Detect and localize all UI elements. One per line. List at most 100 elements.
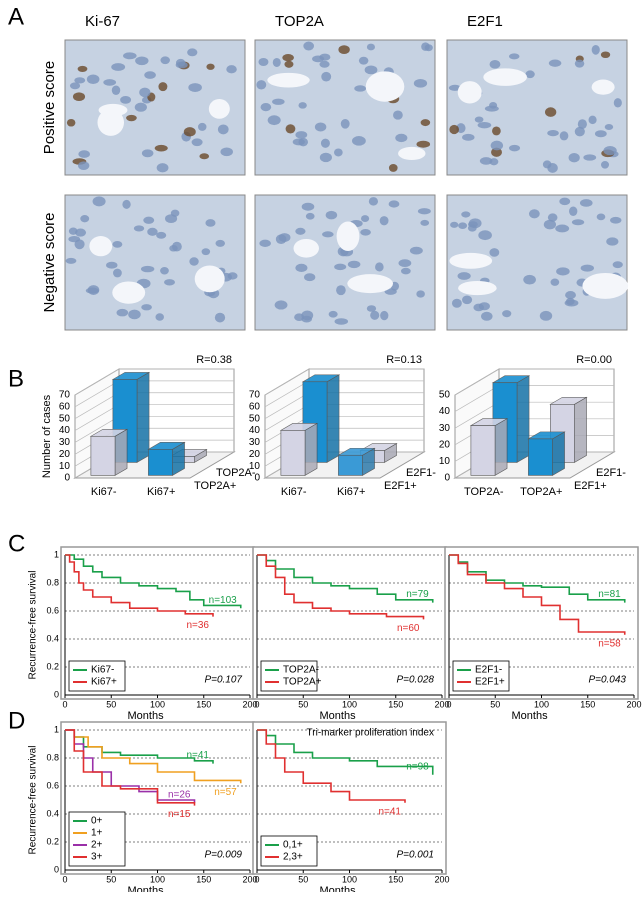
n-label: n=26 <box>168 789 191 800</box>
y-tick-label: 20 <box>439 439 451 450</box>
nucleus <box>610 216 622 224</box>
nucleus <box>416 140 431 148</box>
survival-curve <box>257 729 406 803</box>
nucleus <box>388 200 400 208</box>
bar-side <box>552 431 565 476</box>
nucleus <box>78 161 90 170</box>
nucleus <box>352 136 366 146</box>
nucleus <box>120 96 132 104</box>
x-tick-label: 0 <box>446 699 451 709</box>
y-tick-label: 20 <box>249 449 261 460</box>
nucleus <box>568 153 580 163</box>
y-tick-label: 0 <box>254 473 260 484</box>
grid-line <box>74 368 234 396</box>
nucleus <box>164 279 175 286</box>
x-tick-label: 50 <box>490 699 500 709</box>
nucleus <box>502 310 512 318</box>
nucleus <box>141 304 152 311</box>
nucleus <box>227 272 238 280</box>
y-tick-label: 20 <box>59 449 71 460</box>
nucleus <box>334 318 349 325</box>
y-tick-label: 70 <box>59 390 71 401</box>
nucleus <box>103 79 117 86</box>
x-tick-label: 150 <box>196 699 211 709</box>
nucleus <box>449 124 460 135</box>
nucleus <box>400 267 411 275</box>
lumen <box>112 281 146 304</box>
nucleus <box>123 52 137 60</box>
x-tick-label: 150 <box>388 874 403 884</box>
nucleus <box>112 241 123 248</box>
bar <box>338 454 363 476</box>
nucleus <box>409 246 423 255</box>
lumen <box>483 68 527 86</box>
nucleus <box>525 70 535 79</box>
x-axis-label: Months <box>128 885 165 892</box>
y-tick-label: 0 <box>64 473 70 484</box>
x-tick-label: Ki67+ <box>147 486 175 498</box>
lumen <box>449 252 493 269</box>
nucleus <box>579 199 593 207</box>
x-axis-label: Months <box>320 710 357 722</box>
y-tick-label: 10 <box>59 461 71 472</box>
nucleus <box>583 154 597 161</box>
legend-label: TOP2A+ <box>283 677 322 688</box>
nucleus <box>183 127 196 137</box>
nucleus <box>304 273 316 282</box>
y-tick-label: 50 <box>439 390 451 401</box>
column-label: E2F1 <box>467 13 503 30</box>
panel-label: C <box>8 530 25 557</box>
y-axis-label: Number of cases <box>41 394 53 478</box>
nucleus <box>172 241 182 252</box>
legend-label: Ki67+ <box>91 677 117 688</box>
nucleus <box>596 213 606 221</box>
nucleus <box>86 74 100 84</box>
nucleus <box>74 77 86 84</box>
y-tick-label: 40 <box>249 425 261 436</box>
nucleus <box>267 115 281 126</box>
nucleus <box>565 297 575 306</box>
grid-line <box>264 368 424 396</box>
legend <box>452 660 510 692</box>
nucleus <box>122 199 131 209</box>
nucleus <box>360 215 370 222</box>
legend-label: E2F1- <box>596 467 626 479</box>
nucleus <box>574 59 585 68</box>
nucleus <box>580 264 594 272</box>
survival-curve <box>257 554 425 620</box>
y-tick-label: 30 <box>249 437 261 448</box>
x-tick-label: 100 <box>342 874 357 884</box>
nucleus <box>473 303 485 312</box>
lumen <box>194 265 225 293</box>
x-tick-label: 100 <box>150 699 165 709</box>
survival-curve <box>257 729 434 775</box>
nucleus <box>226 65 237 74</box>
y-tick-label: 0.6 <box>46 780 59 790</box>
bar-side <box>304 422 318 476</box>
nucleus <box>78 150 90 158</box>
annotation: R=0.00 <box>576 354 612 366</box>
nucleus <box>490 140 504 151</box>
legend-label: 2+ <box>91 840 103 851</box>
nucleus <box>220 147 233 157</box>
lumen <box>347 274 393 294</box>
nucleus <box>126 114 137 122</box>
nucleus <box>201 248 211 256</box>
grid-line <box>454 368 614 396</box>
bar <box>90 435 116 476</box>
nucleus <box>282 53 294 62</box>
y-tick-label: 50 <box>59 413 71 424</box>
survival-curve <box>449 554 626 603</box>
x-tick-label: 0 <box>62 699 67 709</box>
nucleus <box>528 209 540 219</box>
x-tick-label: 0 <box>254 874 259 884</box>
x-tick-label: 200 <box>434 874 449 884</box>
nucleus <box>191 138 203 147</box>
n-label: n=103 <box>209 595 238 606</box>
nucleus <box>156 163 169 173</box>
x-tick-label: 150 <box>388 699 403 709</box>
nucleus <box>539 310 553 321</box>
nucleus <box>559 131 569 141</box>
y-tick-label: 1 <box>54 549 59 559</box>
